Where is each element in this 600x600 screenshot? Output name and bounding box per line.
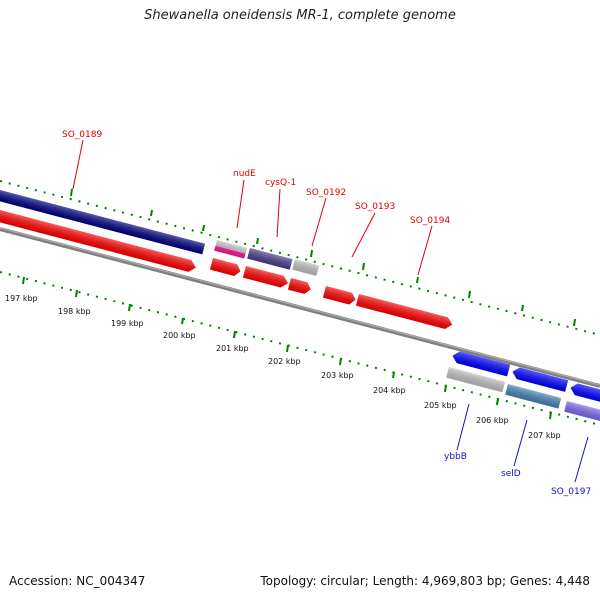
major-tick (549, 411, 552, 420)
major-tick (70, 188, 73, 197)
cds-SO_0193 (322, 286, 356, 305)
reverse-cds-arrows[interactable] (451, 350, 600, 404)
scale-label: 199 kbp (111, 319, 144, 328)
major-tick (339, 357, 342, 366)
major-tick (392, 371, 395, 379)
gene-label-selD: selD (501, 469, 521, 479)
gene-label-SO_0197: SO_0197 (551, 487, 591, 497)
forward-cds-arrows[interactable] (0, 207, 454, 330)
scale-label: 200 kbp (163, 331, 196, 340)
major-tick (202, 224, 205, 232)
scale-label: 201 kbp (216, 344, 249, 353)
major-tick (181, 317, 184, 325)
major-tick (150, 209, 153, 217)
major-tick (416, 276, 419, 284)
cds-SO_0192 (287, 278, 311, 294)
scale-label: 197 kbp (5, 294, 38, 303)
feature-nudE-gene (214, 240, 247, 259)
scale-label: 207 kbp (528, 431, 561, 440)
major-tick (75, 289, 78, 298)
forward-outer-features[interactable] (0, 187, 320, 276)
cds-selD (512, 367, 569, 392)
feature-cysQ-1-gene (247, 248, 293, 270)
gene-label-SO_0193: SO_0193 (355, 202, 395, 212)
forward-gene-labels[interactable]: SO_0189 nudE cysQ-1 SO_0192 SO_0193 SO_0… (62, 130, 450, 276)
scale-label: 206 kbp (476, 416, 509, 425)
major-tick (468, 290, 471, 299)
feature-selD-gene (505, 384, 562, 409)
major-tick (128, 303, 131, 312)
cds-SO_0194 (355, 294, 453, 329)
major-tick (233, 330, 236, 339)
feature-ybbB-gene (446, 367, 506, 393)
major-tick (286, 344, 289, 353)
cds-cysQ-1 (242, 266, 289, 288)
scale-label: 202 kbp (268, 357, 301, 366)
scale-label: 203 kbp (321, 371, 354, 380)
major-tick (22, 276, 25, 285)
genome-backbone (0, 227, 600, 388)
major-tick (310, 249, 313, 258)
cds-SO_0197 (570, 383, 600, 404)
major-tick (496, 397, 499, 406)
scale-label: 204 kbp (373, 386, 406, 395)
major-tick (521, 304, 524, 312)
inner-tick-ring (0, 271, 600, 426)
genome-summary-text: Topology: circular; Length: 4,969,803 bp… (260, 574, 590, 588)
reverse-gene-labels[interactable]: ybbB selD SO_0197 (444, 403, 591, 497)
major-tick (444, 384, 447, 393)
feature-SO_0189-gene (0, 187, 206, 255)
scale-labels: 197 kbp 198 kbp 199 kbp 200 kbp 201 kbp … (5, 294, 561, 440)
gene-label-SO_0189: SO_0189 (62, 130, 102, 140)
major-tick (362, 262, 365, 271)
major-tick (573, 318, 576, 327)
map-title: Shewanella oneidensis MR-1, complete gen… (144, 8, 456, 23)
gene-label-ybbB: ybbB (444, 452, 467, 462)
scale-label: 198 kbp (58, 307, 91, 316)
cds-ybbB (452, 351, 511, 377)
cds-SO_0189 (0, 207, 196, 272)
gene-label-SO_0192: SO_0192 (306, 188, 346, 198)
accession-text: Accession: NC_004347 (9, 574, 146, 588)
major-tick (256, 237, 259, 245)
gene-label-cysQ-1: cysQ-1 (265, 178, 296, 188)
outer-tick-ring (0, 180, 600, 336)
feature-SO_0197-gene (564, 401, 600, 422)
gene-label-nudE: nudE (233, 169, 256, 179)
reverse-inner-features[interactable] (446, 367, 600, 422)
gene-label-SO_0194: SO_0194 (410, 216, 450, 226)
cds-nudE (209, 258, 241, 276)
feature-SO_0192-gene (292, 259, 320, 276)
scale-label: 205 kbp (424, 401, 457, 410)
